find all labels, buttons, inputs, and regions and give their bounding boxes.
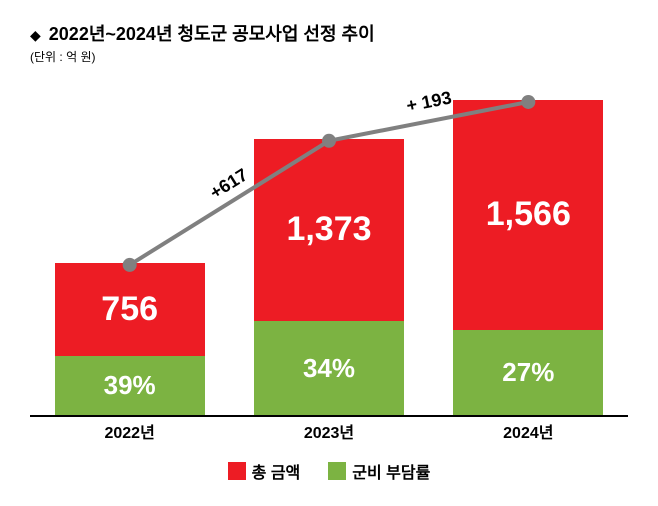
- legend-label: 군비 부담률: [352, 459, 430, 483]
- legend-swatch: [328, 462, 346, 480]
- bar-slot: 75639%: [55, 263, 205, 415]
- bars-container: 75639% 1,37334% 1,56627%: [30, 75, 628, 417]
- bar: 75639%: [55, 263, 205, 415]
- legend-item: 총 금액: [228, 459, 301, 483]
- total-segment: 1,373: [254, 139, 404, 321]
- rate-segment: 27%: [453, 330, 603, 415]
- bar-slot: 1,37334%: [254, 139, 404, 415]
- bar-slot: 1,56627%: [453, 100, 603, 415]
- bar: 1,56627%: [453, 100, 603, 415]
- chart-header: ◆ 2022년~2024년 청도군 공모사업 선정 추이: [30, 20, 628, 46]
- chart-unit: (단위 : 억 원): [30, 48, 628, 65]
- x-label: 2022년: [55, 419, 205, 443]
- bar: 1,37334%: [254, 139, 404, 415]
- chart-area: 75639%1,37334%1,56627% 2022년2023년2024년 +…: [30, 75, 628, 445]
- legend-item: 군비 부담률: [328, 459, 430, 483]
- x-label: 2023년: [254, 419, 404, 443]
- rate-segment: 39%: [55, 356, 205, 415]
- total-segment: 1,566: [453, 100, 603, 330]
- x-axis-labels: 2022년 2023년 2024년: [30, 417, 628, 445]
- legend-swatch: [228, 462, 246, 480]
- total-segment: 756: [55, 263, 205, 356]
- bullet-icon: ◆: [30, 27, 41, 44]
- legend-label: 총 금액: [252, 459, 301, 483]
- legend: 총 금액 군비 부담률: [30, 459, 628, 483]
- rate-segment: 34%: [254, 321, 404, 415]
- chart-title: 2022년~2024년 청도군 공모사업 선정 추이: [49, 20, 375, 46]
- x-label: 2024년: [453, 419, 603, 443]
